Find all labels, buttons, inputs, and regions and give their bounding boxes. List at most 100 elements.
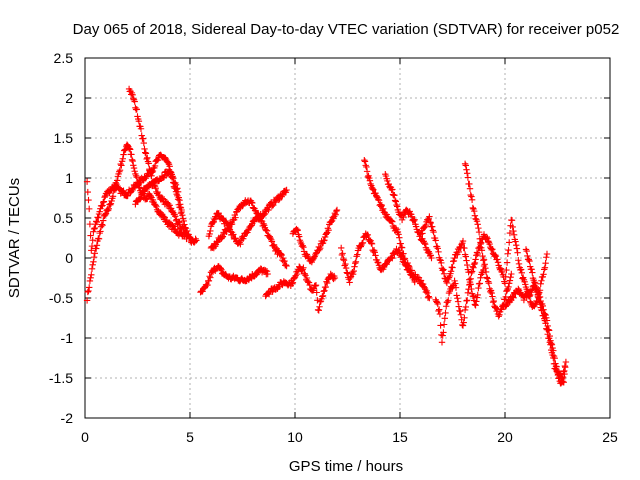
data-point-marker xyxy=(492,253,500,260)
data-point-marker xyxy=(293,225,300,233)
data-point-marker xyxy=(176,219,183,226)
data-point-marker xyxy=(461,306,469,314)
data-point-marker xyxy=(153,203,160,210)
data-point-marker xyxy=(485,278,492,285)
data-point-marker xyxy=(315,307,322,314)
data-point-marker xyxy=(461,314,468,322)
data-point-marker xyxy=(471,212,479,219)
data-point-marker xyxy=(281,257,288,265)
data-point-marker xyxy=(230,231,237,238)
data-point-marker xyxy=(134,113,141,120)
data-point-marker xyxy=(363,232,370,240)
data-point-marker xyxy=(485,237,492,245)
data-point-marker xyxy=(154,188,161,196)
data-point-marker xyxy=(476,280,483,287)
data-point-marker xyxy=(515,257,522,264)
data-point-marker xyxy=(169,222,176,229)
data-point-marker xyxy=(160,213,167,220)
data-point-marker xyxy=(454,298,462,305)
data-point-marker xyxy=(425,293,432,300)
data-point-marker xyxy=(327,219,334,226)
data-point-marker xyxy=(352,259,359,267)
data-point-marker xyxy=(205,277,213,285)
data-point-marker xyxy=(299,266,306,273)
data-point-marker xyxy=(388,254,395,261)
data-point-marker xyxy=(417,277,425,284)
data-point-marker xyxy=(467,191,474,199)
data-point-marker xyxy=(149,182,157,189)
data-point-marker xyxy=(510,227,517,235)
data-point-marker xyxy=(193,237,200,244)
data-point-marker xyxy=(186,233,193,241)
data-point-marker xyxy=(90,225,98,233)
data-point-marker xyxy=(457,311,465,318)
data-point-marker xyxy=(542,259,549,267)
data-point-marker xyxy=(219,234,226,241)
data-point-marker xyxy=(401,256,408,263)
data-point-marker xyxy=(351,263,358,270)
data-point-marker xyxy=(342,264,350,272)
data-point-marker xyxy=(86,284,93,291)
data-point-marker xyxy=(163,199,171,206)
data-point-marker xyxy=(549,351,556,359)
data-point-marker xyxy=(505,246,512,254)
data-point-marker xyxy=(101,194,108,201)
data-point-marker xyxy=(268,202,276,210)
data-point-marker xyxy=(454,295,461,302)
data-point-marker xyxy=(558,374,565,381)
data-point-marker xyxy=(438,339,446,346)
data-point-marker xyxy=(464,170,471,177)
data-point-marker xyxy=(86,205,93,213)
data-point-marker xyxy=(503,287,511,294)
data-point-marker xyxy=(333,206,341,214)
data-point-marker xyxy=(508,293,516,300)
data-point-marker xyxy=(531,278,538,286)
data-point-marker xyxy=(411,216,418,223)
data-point-marker xyxy=(130,95,137,102)
data-point-marker xyxy=(501,280,509,287)
data-point-marker xyxy=(85,196,92,204)
data-point-marker xyxy=(172,213,179,220)
data-point-marker xyxy=(86,277,94,285)
data-point-marker xyxy=(480,256,488,263)
data-point-marker xyxy=(506,277,514,284)
data-point-marker xyxy=(557,375,565,382)
data-point-marker xyxy=(166,168,173,175)
y-tick-label: -1 xyxy=(61,330,74,346)
data-point-marker xyxy=(508,270,515,278)
data-point-marker xyxy=(144,154,151,162)
data-point-marker xyxy=(429,227,437,234)
data-point-marker xyxy=(325,227,332,234)
data-point-marker xyxy=(105,205,112,212)
x-tick-label: 15 xyxy=(392,429,408,445)
data-point-marker xyxy=(296,233,303,240)
data-point-marker xyxy=(398,244,406,251)
data-point-marker xyxy=(537,280,544,288)
data-point-marker xyxy=(324,279,331,287)
data-point-marker xyxy=(102,211,109,218)
data-point-marker xyxy=(517,266,524,274)
data-point-marker xyxy=(506,239,513,246)
data-point-marker xyxy=(99,202,106,209)
data-point-marker xyxy=(176,196,183,204)
data-point-marker xyxy=(525,256,532,263)
data-point-marker xyxy=(375,197,383,204)
data-point-marker xyxy=(445,274,453,281)
data-point-marker xyxy=(517,266,525,273)
data-point-marker xyxy=(210,218,217,226)
data-point-marker xyxy=(455,248,462,256)
data-point-marker xyxy=(510,231,518,239)
data-point-marker xyxy=(401,255,409,262)
data-point-marker xyxy=(130,164,138,172)
data-point-marker xyxy=(331,274,339,282)
data-point-marker xyxy=(389,255,396,262)
data-point-marker xyxy=(126,145,133,152)
data-point-marker xyxy=(262,226,269,233)
data-point-marker xyxy=(388,217,395,225)
data-point-marker xyxy=(532,283,539,291)
data-point-marker xyxy=(474,291,481,299)
data-point-marker xyxy=(93,242,101,249)
data-point-marker xyxy=(382,172,390,180)
data-point-marker xyxy=(120,151,127,158)
y-tick-label: 1.5 xyxy=(54,130,74,146)
